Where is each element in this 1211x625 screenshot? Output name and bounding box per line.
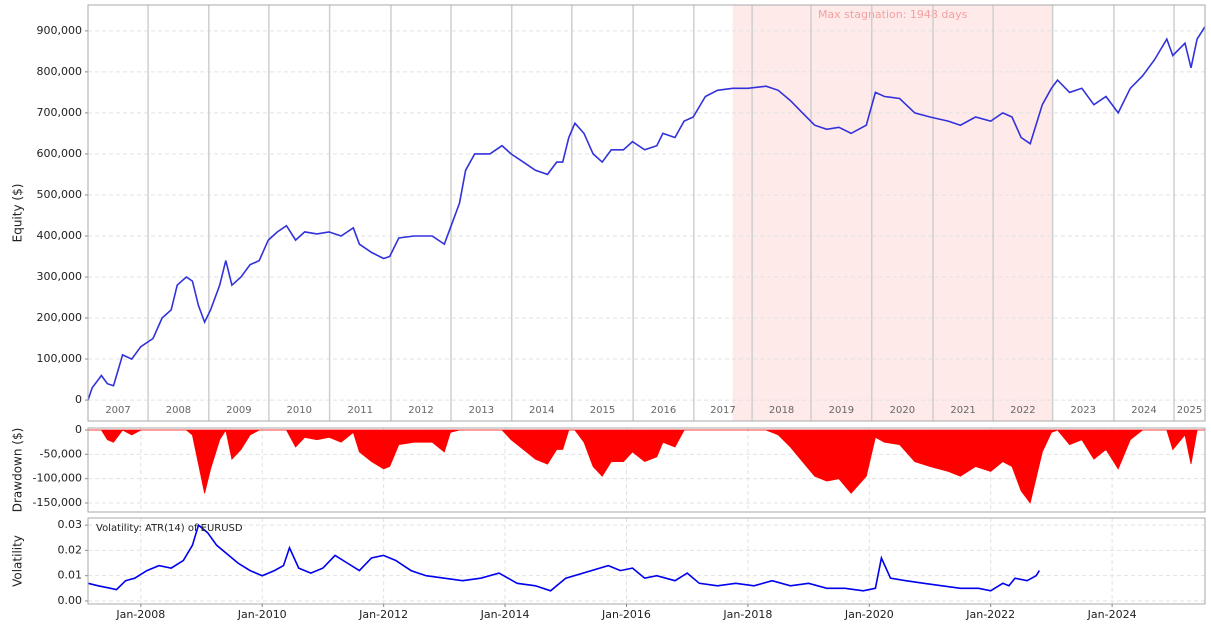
stagnation-label: Max stagnation: 1948 days [818,8,968,21]
y-tick-label: 0.01 [58,569,83,582]
stagnation-region [732,5,1053,421]
year-label: 2020 [890,405,915,416]
x-tick-label: Jan-2018 [722,608,772,621]
y-tick-label: 0.02 [58,543,83,556]
series-line [87,26,1206,401]
y-tick-label: 400,000 [37,229,83,242]
y-tick-label: 0.00 [58,594,83,607]
y-tick-label: 300,000 [37,270,83,283]
x-tick-label: Jan-2022 [965,608,1015,621]
year-label: 2014 [529,405,554,416]
y-tick-label: 200,000 [37,311,83,324]
year-label: 2025 [1177,405,1202,416]
year-label: 2016 [651,405,676,416]
year-label: 2013 [469,405,494,416]
y-axis-label: Volatility [11,535,25,587]
year-label: 2022 [1010,405,1035,416]
plot-frame [87,427,1206,513]
x-tick-label: Jan-2024 [1087,608,1137,621]
y-tick-label: 600,000 [37,147,83,160]
year-label: 2023 [1071,405,1096,416]
year-label: 2011 [348,405,373,416]
drawdown-area [87,428,1206,504]
y-tick-label: 700,000 [37,106,83,119]
y-tick-label: 100,000 [37,352,83,365]
year-label: 2021 [950,405,975,416]
year-label: 2024 [1131,405,1156,416]
series-line [87,523,1040,592]
year-label: 2018 [769,405,794,416]
year-label: 2007 [105,405,130,416]
y-tick-label: -150,000 [33,496,82,509]
y-tick-label: 0 [75,423,82,436]
x-tick-label: Jan-2008 [115,608,165,621]
year-label: 2019 [829,405,854,416]
y-tick-label: 900,000 [37,24,83,37]
x-tick-label: Jan-2012 [358,608,408,621]
year-label: 2008 [166,405,191,416]
year-label: 2015 [590,405,615,416]
y-axis-label: Drawdown ($) [11,428,25,513]
y-tick-label: -100,000 [33,472,82,485]
year-label: 2010 [287,405,312,416]
plot-area [88,518,1205,604]
year-label: 2009 [226,405,251,416]
plot-frame [87,4,1206,422]
x-tick-label: Jan-2010 [237,608,287,621]
y-tick-label: 500,000 [37,188,83,201]
y-tick-label: 800,000 [37,65,83,78]
y-tick-label: -50,000 [40,447,82,460]
y-tick-label: 0 [75,393,82,406]
x-tick-label: Jan-2016 [601,608,651,621]
year-label: 2017 [710,405,735,416]
y-tick-label: 0.03 [58,518,83,531]
panel-label: Volatility: ATR(14) of EURUSD [96,523,243,534]
year-label: 2012 [408,405,433,416]
y-axis-label: Equity ($) [11,184,25,243]
x-tick-label: Jan-2014 [480,608,530,621]
plot-frame [87,517,1206,605]
x-tick-label: Jan-2020 [844,608,894,621]
